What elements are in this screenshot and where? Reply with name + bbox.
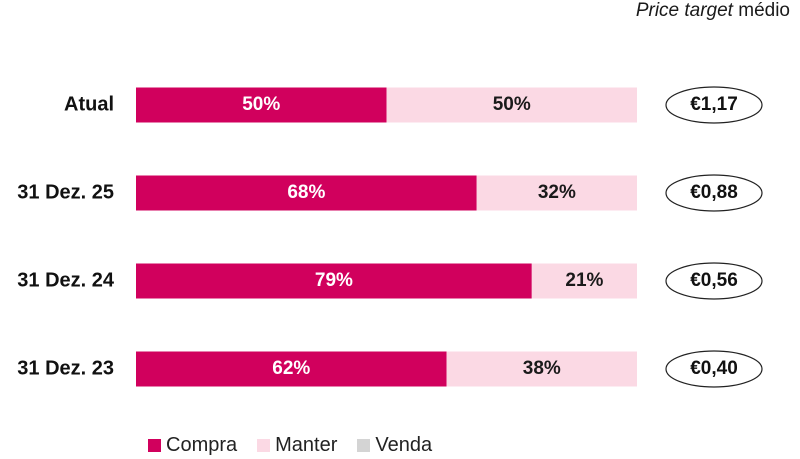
price-target-value: €0,88 — [690, 182, 738, 203]
price-target-header-italic: Price target — [635, 0, 733, 21]
legend-swatch — [148, 438, 161, 452]
legend-swatch — [357, 438, 371, 452]
bar-segment-compra — [136, 263, 532, 299]
data-label: 50% — [493, 94, 531, 115]
data-label: 79% — [315, 270, 353, 291]
legend-label: Compra — [166, 433, 238, 456]
price-target-header-rest: médio — [732, 0, 790, 21]
bar-segment-manter — [386, 87, 637, 123]
price-target-oval — [665, 350, 763, 388]
category-label: 31 Dez. 25 — [17, 181, 114, 203]
data-label: 68% — [287, 182, 325, 203]
legend-item-compra: Compra — [148, 434, 237, 457]
bar-segment-compra — [136, 175, 477, 211]
bar-segment-manter — [531, 263, 637, 299]
data-label: 50% — [242, 94, 280, 115]
price-target-oval — [665, 262, 763, 300]
data-label: 38% — [523, 358, 561, 379]
chart-legend: Compra Manter Venda — [148, 432, 452, 458]
category-label: 31 Dez. 23 — [17, 357, 114, 379]
price-target-value: €0,56 — [690, 270, 738, 291]
legend-item-manter: Manter — [257, 434, 337, 457]
price-target-value: €0,40 — [690, 358, 738, 379]
data-label: 62% — [272, 358, 310, 379]
data-label: 21% — [565, 270, 603, 291]
legend-swatch — [257, 438, 271, 452]
bar-segment-compra — [136, 351, 447, 387]
category-label: 31 Dez. 24 — [17, 269, 115, 291]
price-target-value: €1,17 — [690, 94, 738, 115]
bar-segment-compra — [136, 87, 387, 123]
legend-label: Manter — [275, 433, 338, 456]
legend-label: Venda — [375, 433, 433, 456]
stacked-bar-chart: Atual 50% 50% €1,17 31 Dez. 25 68% 32% €0,88 31 … — [17, 86, 763, 388]
price-target-oval — [665, 174, 763, 212]
data-label: 32% — [538, 182, 576, 203]
category-label: Atual — [64, 93, 114, 115]
price-target-header: Price target médio — [636, 0, 790, 22]
bar-segment-manter — [476, 175, 637, 211]
price-target-oval — [665, 86, 763, 124]
legend-item-venda: Venda — [357, 434, 432, 457]
bar-segment-manter — [446, 351, 637, 387]
